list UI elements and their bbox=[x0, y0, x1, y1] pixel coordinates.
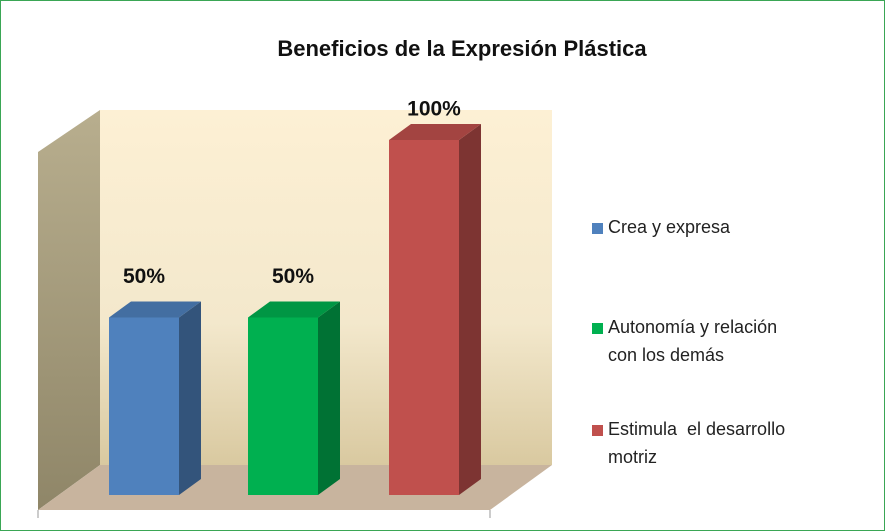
bar-top bbox=[389, 124, 481, 140]
legend-label: Autonomía y relación con los demás bbox=[608, 317, 783, 365]
legend-label: Crea y expresa bbox=[608, 217, 731, 237]
bar-front bbox=[248, 317, 318, 495]
bar-side bbox=[318, 301, 340, 495]
legend-item: Autonomía y relación con los demás bbox=[592, 317, 808, 369]
chart-title: Beneficios de la Expresión Plástica bbox=[277, 36, 647, 61]
bar-front bbox=[389, 140, 459, 495]
data-label: 50% bbox=[123, 265, 165, 288]
bar bbox=[109, 301, 201, 495]
legend-swatch bbox=[592, 425, 603, 436]
bar-top bbox=[109, 301, 201, 318]
legend-swatch bbox=[592, 223, 603, 234]
bar bbox=[248, 301, 340, 495]
legend-swatch bbox=[592, 323, 603, 334]
legend-label: Estimula el desarrollo motriz bbox=[608, 419, 791, 467]
bar bbox=[389, 124, 481, 495]
legend-item: Crea y expresa bbox=[592, 217, 808, 241]
data-label: 50% bbox=[272, 265, 314, 288]
bar-top bbox=[248, 301, 340, 318]
bar-front bbox=[109, 317, 179, 495]
bar-side bbox=[179, 301, 201, 495]
bar-side bbox=[459, 124, 481, 495]
legend-item: Estimula el desarrollo motriz bbox=[592, 419, 808, 471]
data-label: 100% bbox=[407, 98, 461, 121]
side-wall bbox=[38, 110, 100, 510]
